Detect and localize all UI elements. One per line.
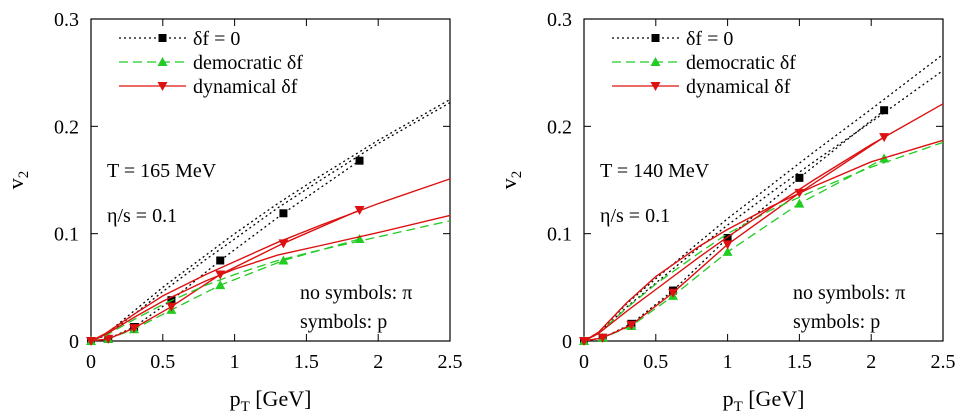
data-point-square bbox=[795, 173, 804, 182]
x-tick-label: 2 bbox=[373, 351, 383, 373]
y-tick-label: 0.2 bbox=[54, 116, 79, 138]
annotation-text: η/s = 0.1 bbox=[107, 205, 177, 227]
legend-marker-triangle-down bbox=[157, 82, 168, 91]
x-tick-label: 0.5 bbox=[150, 351, 175, 373]
y-tick-label: 0.1 bbox=[54, 224, 79, 246]
data-point-triangle-down bbox=[166, 302, 177, 312]
legend-marker-square bbox=[158, 34, 167, 42]
note-text: symbols: p bbox=[793, 311, 880, 333]
series-line-curve-7 bbox=[90, 178, 451, 342]
data-point-triangle-down bbox=[722, 240, 733, 250]
note-text: no symbols: π bbox=[793, 282, 905, 304]
series-line-curve-3 bbox=[583, 53, 944, 342]
x-tick-label: 0 bbox=[579, 351, 589, 373]
series-line-curve-5 bbox=[90, 220, 451, 342]
y-tick-label: 0.3 bbox=[54, 9, 79, 31]
x-tick-label: 0.5 bbox=[643, 351, 668, 373]
legend-label: δf = 0 bbox=[686, 28, 733, 50]
y-tick-label: 0 bbox=[69, 331, 79, 353]
x-tick-label: 1 bbox=[230, 351, 240, 373]
data-point-triangle-up bbox=[278, 255, 289, 265]
legend-label: democratic δf bbox=[686, 52, 796, 74]
y-axis-label: v2 bbox=[496, 171, 525, 190]
series-line-curve-4 bbox=[90, 102, 451, 342]
legend-label: dynamical δf bbox=[686, 76, 791, 98]
plot-frame bbox=[583, 18, 944, 342]
data-point-triangle-up bbox=[794, 198, 805, 208]
y-tick-label: 0 bbox=[562, 331, 572, 353]
legend-label: δf = 0 bbox=[193, 28, 240, 50]
data-point-triangle-down bbox=[668, 288, 679, 298]
x-tick-label: 1 bbox=[723, 351, 733, 373]
data-point-triangle-up bbox=[354, 234, 365, 244]
x-tick-label: 2.5 bbox=[931, 351, 956, 373]
x-axis-label: pT [GeV] bbox=[230, 386, 312, 415]
annotation-text: T = 140 MeV bbox=[600, 160, 710, 182]
legend-marker-triangle-down bbox=[650, 82, 661, 91]
legend-label: dynamical δf bbox=[193, 76, 298, 98]
data-point-square bbox=[355, 156, 364, 165]
note-text: no symbols: π bbox=[300, 282, 412, 304]
series-line-curve-5 bbox=[583, 141, 944, 342]
data-point-square bbox=[279, 209, 288, 218]
x-tick-label: 2 bbox=[866, 351, 876, 373]
plot-frame bbox=[90, 18, 451, 342]
annotation-text: T = 165 MeV bbox=[107, 160, 217, 182]
data-point-triangle-down bbox=[103, 334, 114, 344]
x-tick-label: 1.5 bbox=[294, 351, 319, 373]
legend-marker-triangle-up bbox=[157, 57, 168, 66]
series-line-curve-7 bbox=[583, 103, 944, 342]
data-point-triangle-up bbox=[722, 246, 733, 256]
data-point-square bbox=[216, 256, 225, 265]
data-point-triangle-up bbox=[215, 280, 226, 290]
chart-panel-right: 0 0.5 1 1.5 2 2.5 0 0.1 0.2 0.3 pT [GeV] v2 δf = 0de… bbox=[496, 9, 956, 415]
series-line-curve-6 bbox=[90, 214, 451, 342]
x-tick-label: 1.5 bbox=[787, 351, 812, 373]
data-point-triangle-down bbox=[129, 324, 140, 334]
y-tick-label: 0.2 bbox=[547, 116, 572, 138]
x-tick-label: 0 bbox=[86, 351, 96, 373]
series-line-curve-6 bbox=[583, 139, 944, 342]
y-tick-label: 0.1 bbox=[547, 224, 572, 246]
y-tick-label: 0.3 bbox=[547, 9, 572, 31]
y-axis-label: v2 bbox=[3, 171, 32, 190]
annotation-text: η/s = 0.1 bbox=[600, 205, 670, 227]
x-tick-label: 2.5 bbox=[438, 351, 463, 373]
x-axis-label: pT [GeV] bbox=[723, 386, 805, 415]
legend-marker-square bbox=[651, 34, 660, 42]
data-point-triangle-down bbox=[597, 333, 608, 343]
series-line-curve-3 bbox=[90, 98, 451, 342]
chart-panel-left: 0 0.5 1 1.5 2 2.5 0 0.1 0.2 0.3 pT [GeV] v2 δf = 0de… bbox=[3, 9, 463, 415]
data-point-square bbox=[723, 233, 732, 242]
data-point-triangle-down bbox=[626, 320, 637, 330]
legend-label: democratic δf bbox=[193, 52, 303, 74]
note-text: symbols: p bbox=[300, 311, 387, 333]
data-point-square bbox=[880, 106, 889, 115]
legend-marker-triangle-up bbox=[650, 57, 661, 66]
